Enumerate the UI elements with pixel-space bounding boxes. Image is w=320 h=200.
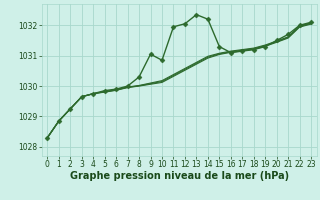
X-axis label: Graphe pression niveau de la mer (hPa): Graphe pression niveau de la mer (hPa): [70, 171, 289, 181]
